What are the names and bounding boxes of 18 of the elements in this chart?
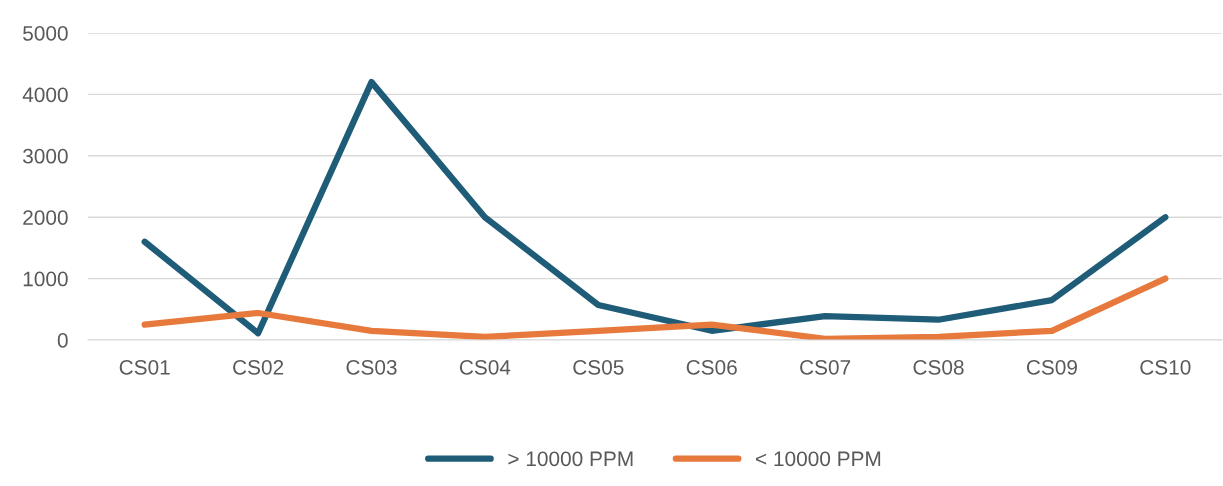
x-tick-label: CS01 <box>119 359 170 375</box>
x-tick-label: CS07 <box>800 359 851 375</box>
x-tick-label: CS04 <box>459 359 511 375</box>
y-tick-label: 4000 <box>22 87 68 103</box>
x-tick-label: CS02 <box>233 359 284 375</box>
y-tick-label: 2000 <box>23 210 68 225</box>
x-tick-label: CS09 <box>1026 359 1077 375</box>
y-tick-label: 0 <box>57 333 68 348</box>
y-tick-label: 5000 <box>23 26 68 41</box>
x-tick-label: CS08 <box>913 359 964 375</box>
legend-label: > 10000 PPM <box>508 451 633 467</box>
legend-label: < 10000 PPM <box>756 451 881 467</box>
x-tick-label: CS05 <box>573 359 624 375</box>
x-tick-label: CS10 <box>1140 359 1191 375</box>
y-tick-label: 1000 <box>23 271 68 287</box>
x-tick-label: CS06 <box>686 359 737 375</box>
y-tick-label: 3000 <box>23 148 68 164</box>
x-tick-label: CS03 <box>346 359 397 375</box>
